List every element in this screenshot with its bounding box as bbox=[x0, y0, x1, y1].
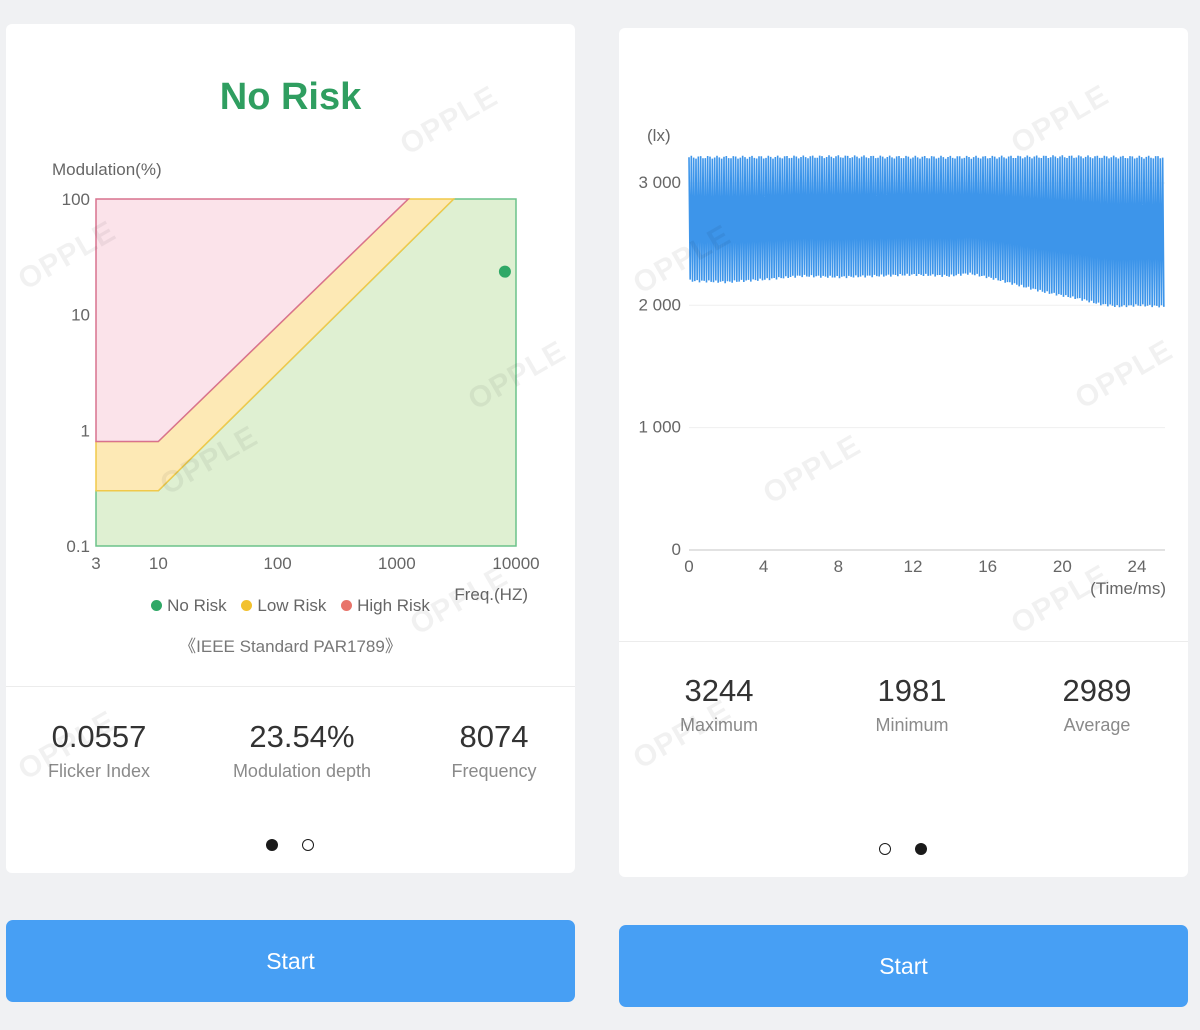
flicker-index-label: Flicker Index bbox=[47, 761, 151, 781]
start-button-left[interactable]: Start bbox=[6, 920, 575, 1002]
average-stat: 2989 Average bbox=[997, 673, 1188, 736]
x-axis-title: (Time/ms) bbox=[1090, 579, 1166, 598]
y-tick-label: 0 bbox=[672, 540, 681, 559]
maximum-value: 3244 bbox=[684, 673, 754, 708]
x-tick-label: 4 bbox=[759, 557, 768, 576]
flicker-risk-card: No Risk Modulation(%) 3 10 100 1000 10000 0.1… bbox=[6, 24, 575, 873]
maximum-label: Maximum bbox=[679, 715, 758, 735]
frequency-value: 8074 bbox=[459, 719, 529, 754]
maximum-stat: 3244 Maximum bbox=[619, 673, 819, 736]
legend-high-risk-swatch bbox=[341, 600, 353, 611]
legend-no-risk-label: No Risk bbox=[167, 596, 227, 615]
y-axis-title: Modulation(%) bbox=[52, 160, 162, 179]
legend-high-risk-label: High Risk bbox=[357, 596, 430, 615]
modulation-depth-value: 23.54% bbox=[249, 719, 355, 754]
y-tick-label: 3 000 bbox=[638, 173, 681, 192]
measurement-point bbox=[498, 265, 511, 278]
x-tick-label: 1000 bbox=[378, 554, 416, 573]
legend-no-risk: No Risk bbox=[151, 596, 227, 616]
modulation-depth-stat: 23.54% Modulation depth bbox=[202, 719, 402, 782]
x-tick-label: 3 bbox=[91, 554, 100, 573]
average-value: 2989 bbox=[1062, 673, 1132, 708]
x-tick-label: 12 bbox=[904, 557, 923, 576]
legend-low-risk-swatch bbox=[241, 600, 253, 611]
start-button-right[interactable]: Start bbox=[619, 925, 1188, 1007]
flicker-index-stat: 0.0557 Flicker Index bbox=[6, 719, 199, 782]
page-indicator bbox=[266, 839, 314, 851]
legend-no-risk-swatch bbox=[151, 600, 163, 611]
minimum-value: 1981 bbox=[877, 673, 947, 708]
y-tick-label: 1 000 bbox=[638, 418, 681, 437]
legend-high-risk: High Risk bbox=[341, 596, 430, 616]
minimum-stat: 1981 Minimum bbox=[812, 673, 1012, 736]
illuminance-waveform bbox=[688, 155, 1165, 308]
x-tick-label: 20 bbox=[1053, 557, 1072, 576]
risk-status-title: No Risk bbox=[219, 76, 362, 118]
high-risk-region bbox=[95, 198, 411, 443]
x-tick-label: 24 bbox=[1128, 557, 1147, 576]
stats-divider bbox=[6, 686, 575, 687]
legend-low-risk-label: Low Risk bbox=[257, 596, 327, 615]
y-axis-title: (lx) bbox=[647, 126, 671, 145]
illuminance-chart: (lx) 0 1 000 2 000 3 000 0 4 8 12 16 20 24 (Time/ms) bbox=[638, 126, 1166, 598]
illuminance-card: (lx) 0 1 000 2 000 3 000 0 4 8 12 16 20 24 (Time/ms)… bbox=[619, 28, 1188, 877]
x-tick-label: 10 bbox=[149, 554, 168, 573]
page-dot-1[interactable] bbox=[266, 839, 278, 851]
x-tick-label: 0 bbox=[684, 557, 693, 576]
frequency-stat: 8074 Frequency bbox=[394, 719, 575, 782]
risk-chart: 3 10 100 1000 10000 0.1 1 10 100 Freq.(HZ) bbox=[62, 190, 540, 604]
x-axis-title: Freq.(HZ) bbox=[454, 585, 528, 604]
page-dot-1[interactable] bbox=[879, 843, 891, 855]
frequency-label: Frequency bbox=[451, 761, 537, 781]
stats-divider bbox=[619, 641, 1188, 642]
legend-low-risk: Low Risk bbox=[241, 596, 326, 616]
average-label: Average bbox=[1063, 715, 1131, 735]
y-tick-label: 2 000 bbox=[638, 295, 681, 314]
modulation-depth-label: Modulation depth bbox=[232, 761, 372, 781]
x-tick-label: 16 bbox=[978, 557, 997, 576]
minimum-label: Minimum bbox=[875, 715, 949, 735]
chart-legend: No Risk Low Risk High Risk bbox=[6, 596, 575, 616]
y-tick-label: 1 bbox=[81, 421, 90, 440]
page-dot-2[interactable] bbox=[302, 839, 314, 851]
y-tick-label: 100 bbox=[62, 190, 90, 209]
page-dot-2[interactable] bbox=[915, 843, 927, 855]
y-tick-label: 0.1 bbox=[66, 537, 90, 556]
y-tick-label: 10 bbox=[71, 306, 90, 325]
page-indicator bbox=[879, 843, 927, 855]
x-tick-label: 100 bbox=[263, 554, 291, 573]
standard-reference: 《IEEE Standard PAR1789》 bbox=[179, 637, 402, 656]
x-tick-label: 10000 bbox=[492, 554, 539, 573]
flicker-index-value: 0.0557 bbox=[51, 719, 147, 754]
x-tick-label: 8 bbox=[834, 557, 843, 576]
